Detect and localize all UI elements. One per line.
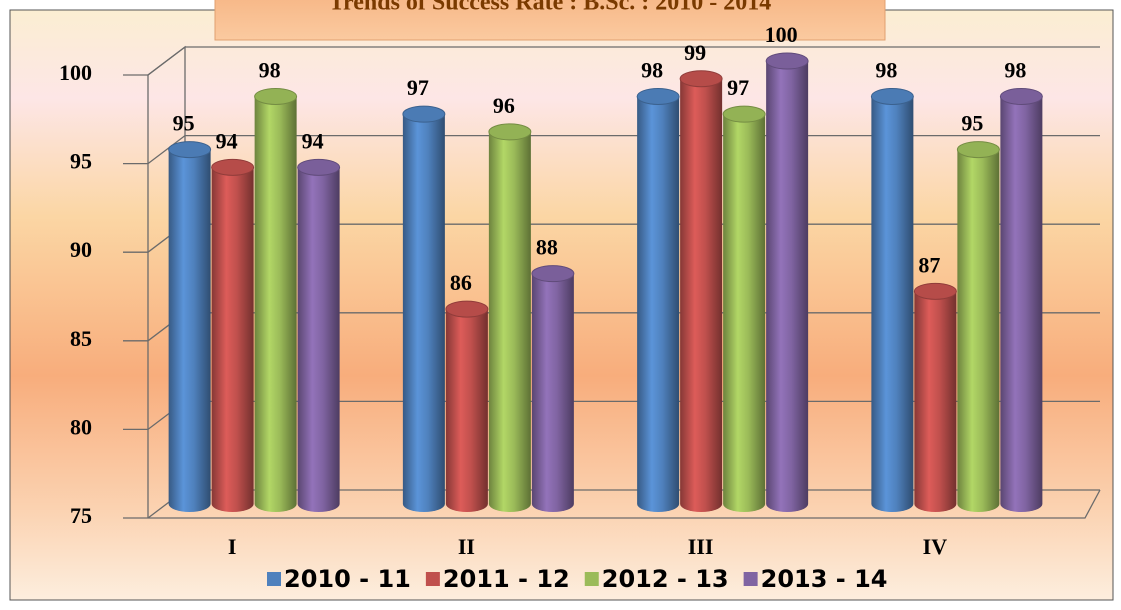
x-tick-label: II	[458, 534, 475, 559]
bar	[211, 158, 255, 512]
title-box	[214, 0, 886, 41]
legend-label: 2012 - 13	[602, 565, 729, 593]
bar	[445, 300, 489, 512]
bar-body	[531, 273, 574, 512]
data-label: 96	[493, 93, 515, 118]
bar	[679, 70, 723, 512]
bar-body	[402, 114, 445, 512]
bar-body	[723, 114, 766, 512]
y-tick-label: 95	[70, 149, 92, 174]
data-label: 98	[259, 57, 281, 82]
data-label: 97	[407, 75, 429, 100]
bar-body	[445, 309, 488, 512]
bar-top	[531, 265, 575, 283]
data-label: 95	[173, 111, 195, 136]
data-label: 98	[641, 57, 663, 82]
bar-top	[488, 123, 532, 141]
bar-top	[679, 70, 723, 88]
bar-top	[999, 87, 1043, 105]
data-label: 99	[684, 40, 706, 65]
bar-body	[211, 167, 254, 512]
bar	[870, 87, 914, 512]
bar	[168, 141, 212, 512]
y-tick-label: 90	[70, 237, 92, 262]
data-label: 94	[216, 128, 238, 153]
legend-swatch	[584, 572, 599, 586]
bar	[488, 123, 532, 512]
legend-label: 2011 - 12	[443, 565, 570, 593]
bar-body	[766, 61, 809, 512]
x-tick-label: IV	[923, 534, 948, 559]
bar-top	[636, 87, 680, 105]
bar-body	[957, 149, 1000, 512]
y-tick-label: 80	[70, 414, 92, 439]
bar-top	[254, 87, 298, 105]
bar	[999, 87, 1043, 512]
y-tick-label: 100	[59, 60, 92, 85]
legend-label: 2010 - 11	[284, 565, 411, 593]
legend-label: 2013 - 14	[761, 565, 888, 593]
bar	[956, 141, 1000, 512]
bar-top	[913, 282, 957, 300]
bar-top	[870, 87, 914, 105]
bar	[297, 158, 341, 512]
bar-body	[1000, 96, 1043, 512]
bar-body	[914, 291, 957, 512]
bar	[722, 105, 766, 512]
bar-body	[297, 167, 340, 512]
data-label: 98	[875, 57, 897, 82]
bar-top	[445, 300, 489, 318]
bar-top	[211, 158, 255, 176]
bar-body	[680, 78, 723, 512]
bar	[913, 282, 957, 512]
x-tick-label: III	[688, 534, 714, 559]
data-label: 97	[727, 75, 749, 100]
x-tick-label: I	[228, 534, 237, 559]
bar	[402, 105, 446, 512]
bar-top	[956, 141, 1000, 159]
data-label: 95	[961, 111, 983, 136]
data-label: 88	[536, 235, 558, 260]
bar-body	[637, 96, 680, 512]
data-label: 94	[302, 128, 324, 153]
bar	[765, 52, 809, 512]
legend-swatch	[743, 572, 758, 586]
data-label: 86	[450, 270, 472, 295]
bar-top	[722, 105, 766, 123]
bar-top	[168, 141, 212, 159]
bar-top	[297, 158, 341, 176]
bar-body	[254, 96, 297, 512]
bar-body	[488, 131, 531, 512]
data-label: 87	[918, 252, 940, 277]
bar-top	[402, 105, 446, 123]
y-tick-label: 75	[70, 503, 92, 528]
data-label: 98	[1004, 57, 1026, 82]
bar-top	[765, 52, 809, 70]
chart-title: Trends of Success Rate : B.Sc. : 2010 - …	[329, 0, 771, 16]
data-label: 100	[765, 22, 798, 47]
bar-body	[871, 96, 914, 512]
bar	[531, 265, 575, 512]
y-tick-label: 85	[70, 326, 92, 351]
legend-swatch	[425, 572, 440, 586]
bar	[254, 87, 298, 512]
bar-body	[168, 149, 211, 512]
legend-swatch	[267, 572, 281, 586]
bar	[636, 87, 680, 512]
